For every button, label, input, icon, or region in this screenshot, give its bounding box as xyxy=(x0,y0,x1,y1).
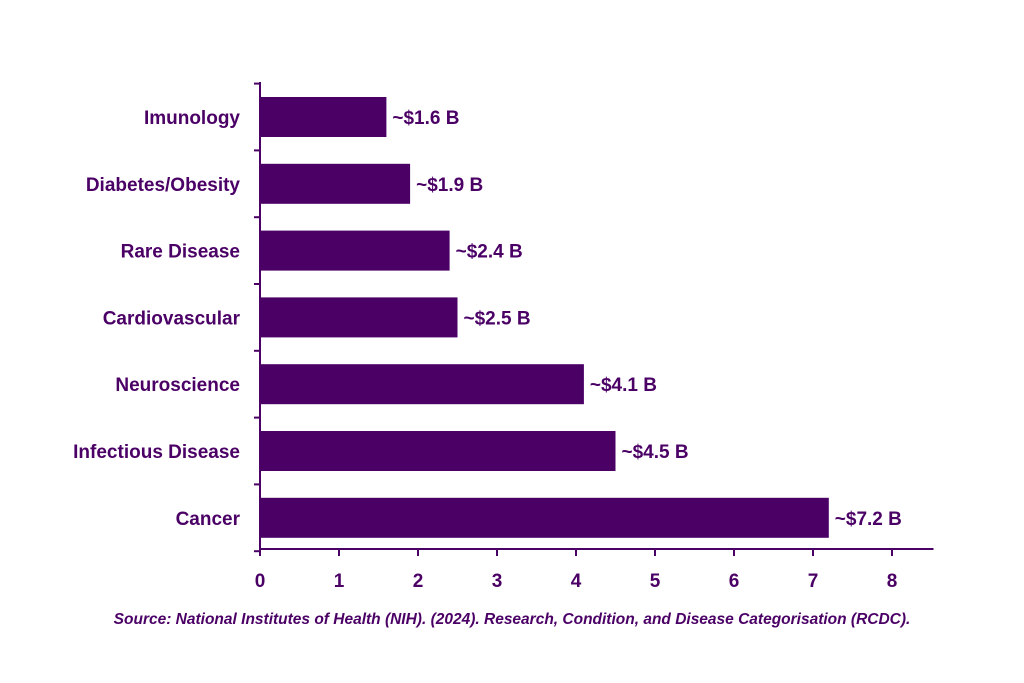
category-label: Diabetes/Obesity xyxy=(86,175,241,196)
data-label: ~$7.2 B xyxy=(835,509,902,530)
x-tick-label: 1 xyxy=(334,571,345,592)
bar xyxy=(261,97,387,137)
category-label: Rare Disease xyxy=(121,242,240,263)
source-note: Source: National Institutes of Health (N… xyxy=(113,611,911,628)
bar xyxy=(261,230,450,271)
bar xyxy=(261,364,584,405)
data-label: ~$4.5 B xyxy=(622,442,689,463)
x-tick-label: 5 xyxy=(650,571,661,592)
labels-layer: Imunology ~$1.6 B Diabetes/Obesity ~$1.9 B R… xyxy=(73,108,902,592)
bars-layer xyxy=(261,97,829,538)
bar xyxy=(261,163,411,204)
data-label: ~$1.9 B xyxy=(416,175,483,196)
data-label: ~$2.4 B xyxy=(456,242,523,263)
x-tick-label: 6 xyxy=(729,571,740,592)
category-label: Cancer xyxy=(176,509,241,530)
x-tick-label: 2 xyxy=(413,571,424,592)
category-label: Infectious Disease xyxy=(73,442,240,463)
x-tick-label: 4 xyxy=(571,571,582,592)
data-label: ~$2.5 B xyxy=(464,308,531,329)
x-tick-label: 3 xyxy=(492,571,503,592)
data-label: ~$4.1 B xyxy=(590,375,657,396)
x-tick-label: 8 xyxy=(887,571,898,592)
axes xyxy=(259,82,934,550)
data-label: ~$1.6 B xyxy=(392,108,459,129)
x-tick-label: 7 xyxy=(808,571,819,592)
bar xyxy=(261,497,829,538)
x-tick-label: 0 xyxy=(255,571,266,592)
category-label: Imunology xyxy=(144,108,240,129)
ticks-layer xyxy=(254,82,893,556)
bar xyxy=(261,431,616,471)
bar xyxy=(261,297,458,338)
category-label: Cardiovascular xyxy=(103,308,241,329)
category-label: Neuroscience xyxy=(115,375,240,396)
